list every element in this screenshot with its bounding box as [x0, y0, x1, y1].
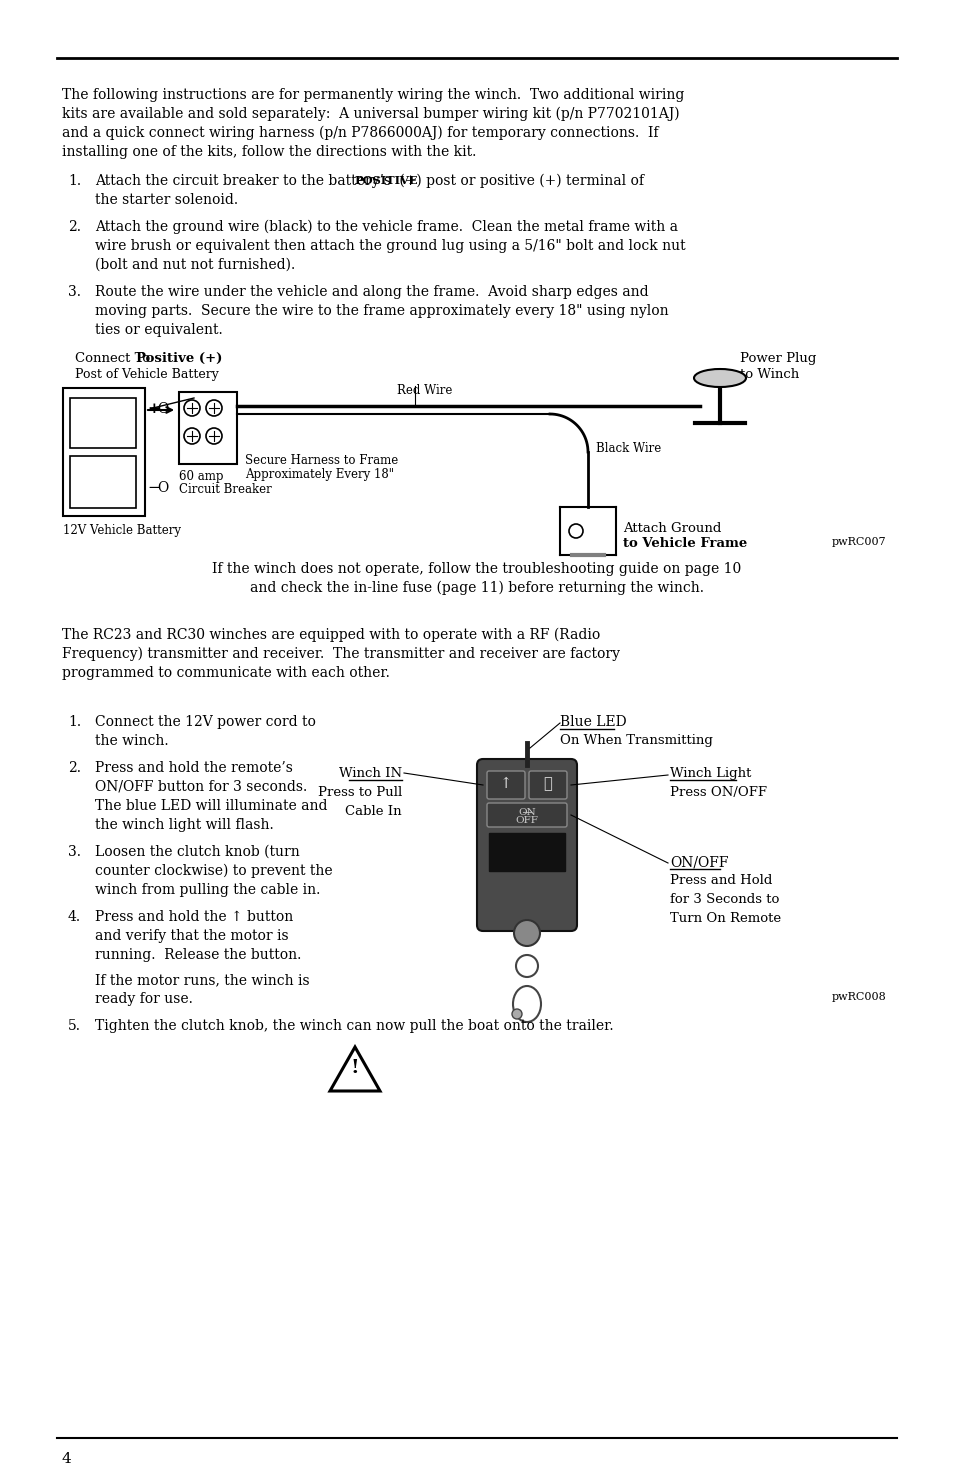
- Bar: [70, 398, 136, 448]
- Circle shape: [514, 920, 539, 945]
- Bar: [489, 833, 564, 872]
- Bar: [70, 456, 136, 507]
- Circle shape: [206, 400, 222, 416]
- Text: Turn On Remote: Turn On Remote: [669, 912, 781, 925]
- Text: Press ON/OFF: Press ON/OFF: [669, 786, 766, 799]
- Text: 3.: 3.: [68, 845, 81, 858]
- Text: OFF: OFF: [515, 816, 537, 825]
- Text: Connect To: Connect To: [75, 353, 154, 364]
- Text: to Winch: to Winch: [740, 367, 799, 381]
- Text: running.  Release the button.: running. Release the button.: [95, 948, 301, 962]
- Text: Attach the circuit breaker to the battery’s: Attach the circuit breaker to the batter…: [95, 174, 395, 187]
- Text: Power Plug: Power Plug: [740, 353, 816, 364]
- Text: Secure Harness to Frame: Secure Harness to Frame: [245, 454, 397, 468]
- Text: The following instructions are for permanently wiring the winch.  Two additional: The following instructions are for perma…: [62, 88, 683, 102]
- Text: and check the in-line fuse (page 11) before returning the winch.: and check the in-line fuse (page 11) bef…: [250, 581, 703, 596]
- Text: Black Wire: Black Wire: [596, 442, 660, 454]
- Text: +: +: [147, 403, 159, 416]
- Text: Winch Light: Winch Light: [669, 767, 751, 780]
- Text: Attach Ground: Attach Ground: [622, 522, 720, 535]
- Circle shape: [568, 524, 582, 538]
- Bar: [179, 392, 236, 465]
- Text: winch from pulling the cable in.: winch from pulling the cable in.: [95, 884, 320, 897]
- Text: 4.: 4.: [68, 910, 81, 923]
- Text: Post of Vehicle Battery: Post of Vehicle Battery: [75, 367, 218, 381]
- Text: Press and Hold: Press and Hold: [669, 875, 772, 886]
- Text: If the motor runs, the winch is: If the motor runs, the winch is: [95, 974, 310, 987]
- Text: for 3 Seconds to: for 3 Seconds to: [669, 892, 779, 906]
- Text: Positive (+): Positive (+): [136, 353, 222, 364]
- Text: pwRC008: pwRC008: [831, 993, 886, 1002]
- Text: counter clockwise) to prevent the: counter clockwise) to prevent the: [95, 864, 333, 879]
- Text: ★: ★: [543, 777, 552, 791]
- Text: wire brush or equivalent then attach the ground lug using a 5/16" bolt and lock : wire brush or equivalent then attach the…: [95, 239, 685, 254]
- Text: ties or equivalent.: ties or equivalent.: [95, 323, 222, 336]
- Text: ON: ON: [517, 808, 536, 817]
- Text: (+) post or positive (+) terminal of: (+) post or positive (+) terminal of: [395, 174, 643, 189]
- Bar: [63, 388, 145, 516]
- Text: Attach the ground wire (black) to the vehicle frame.  Clean the metal frame with: Attach the ground wire (black) to the ve…: [95, 220, 678, 235]
- Text: pwRC007: pwRC007: [831, 537, 885, 547]
- Text: ↑: ↑: [499, 777, 512, 791]
- Text: kits are available and sold separately:  A universal bumper wiring kit (p/n P770: kits are available and sold separately: …: [62, 108, 679, 121]
- Text: the winch.: the winch.: [95, 735, 169, 748]
- Text: to Vehicle Frame: to Vehicle Frame: [622, 537, 746, 550]
- Ellipse shape: [693, 369, 745, 386]
- Text: (bolt and nut not furnished).: (bolt and nut not furnished).: [95, 258, 294, 271]
- Text: and verify that the motor is: and verify that the motor is: [95, 929, 289, 943]
- Text: Blue LED: Blue LED: [559, 715, 626, 729]
- Text: Winch IN: Winch IN: [338, 767, 401, 780]
- Text: The blue LED will illuminate and: The blue LED will illuminate and: [95, 799, 327, 813]
- Text: O: O: [157, 481, 168, 496]
- Text: ON/OFF button for 3 seconds.: ON/OFF button for 3 seconds.: [95, 780, 307, 794]
- Text: Cable In: Cable In: [345, 805, 401, 819]
- Circle shape: [184, 400, 200, 416]
- Text: Red Wire: Red Wire: [396, 384, 452, 397]
- Text: Route the wire under the vehicle and along the frame.  Avoid sharp edges and: Route the wire under the vehicle and alo…: [95, 285, 648, 299]
- Circle shape: [206, 428, 222, 444]
- Text: 3.: 3.: [68, 285, 81, 299]
- Text: 60 amp: 60 amp: [179, 471, 223, 482]
- FancyBboxPatch shape: [486, 771, 524, 799]
- Text: POSITIVE: POSITIVE: [355, 176, 417, 186]
- Text: and a quick connect wiring harness (p/n P7866000AJ) for temporary connections.  : and a quick connect wiring harness (p/n …: [62, 125, 658, 140]
- Circle shape: [512, 1009, 521, 1019]
- Text: moving parts.  Secure the wire to the frame approximately every 18" using nylon: moving parts. Secure the wire to the fra…: [95, 304, 668, 319]
- Text: If the winch does not operate, follow the troubleshooting guide on page 10: If the winch does not operate, follow th…: [213, 562, 740, 577]
- Text: −: −: [147, 481, 159, 496]
- Text: programmed to communicate with each other.: programmed to communicate with each othe…: [62, 667, 390, 680]
- Text: Tighten the clutch knob, the winch can now pull the boat onto the trailer.: Tighten the clutch knob, the winch can n…: [95, 1019, 613, 1032]
- Text: 1.: 1.: [68, 174, 81, 187]
- Text: O: O: [157, 403, 168, 416]
- Text: ON/OFF: ON/OFF: [669, 855, 728, 869]
- Text: Frequency) transmitter and receiver.  The transmitter and receiver are factory: Frequency) transmitter and receiver. The…: [62, 648, 619, 661]
- Text: ready for use.: ready for use.: [95, 993, 193, 1006]
- Text: 12V Vehicle Battery: 12V Vehicle Battery: [63, 524, 181, 537]
- Text: the winch light will flash.: the winch light will flash.: [95, 819, 274, 832]
- Text: Press to Pull: Press to Pull: [317, 786, 401, 799]
- Circle shape: [184, 428, 200, 444]
- Text: Circuit Breaker: Circuit Breaker: [179, 482, 272, 496]
- FancyBboxPatch shape: [486, 802, 566, 827]
- Text: 5.: 5.: [68, 1019, 81, 1032]
- Text: The RC23 and RC30 winches are equipped with to operate with a RF (Radio: The RC23 and RC30 winches are equipped w…: [62, 628, 599, 643]
- Text: 2.: 2.: [68, 220, 81, 235]
- Text: the starter solenoid.: the starter solenoid.: [95, 193, 238, 206]
- Text: installing one of the kits, follow the directions with the kit.: installing one of the kits, follow the d…: [62, 145, 476, 159]
- Text: 1.: 1.: [68, 715, 81, 729]
- Circle shape: [516, 954, 537, 976]
- Text: Approximately Every 18": Approximately Every 18": [245, 468, 394, 481]
- Text: !: !: [351, 1059, 359, 1077]
- FancyBboxPatch shape: [529, 771, 566, 799]
- Text: Connect the 12V power cord to: Connect the 12V power cord to: [95, 715, 315, 729]
- Text: Press and hold the remote’s: Press and hold the remote’s: [95, 761, 293, 774]
- Text: Press and hold the ↑ button: Press and hold the ↑ button: [95, 910, 293, 923]
- Text: 2.: 2.: [68, 761, 81, 774]
- Text: On When Transmitting: On When Transmitting: [559, 735, 712, 746]
- Text: 4: 4: [62, 1451, 71, 1466]
- Text: Loosen the clutch knob (turn: Loosen the clutch knob (turn: [95, 845, 299, 858]
- Ellipse shape: [513, 985, 540, 1022]
- FancyBboxPatch shape: [476, 760, 577, 931]
